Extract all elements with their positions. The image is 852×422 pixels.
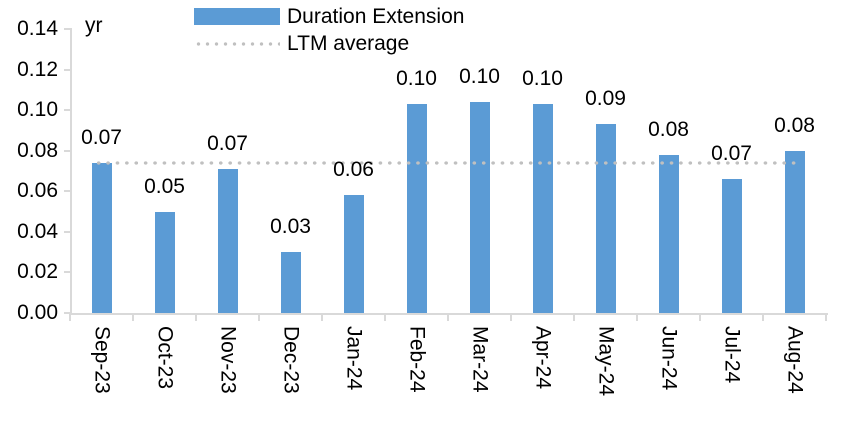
y-axis-tick-label: 0.02 [17, 260, 58, 284]
x-axis-category-label: Jan-24 [342, 326, 366, 391]
x-axis-tick [195, 313, 197, 321]
x-axis-tick [69, 313, 71, 321]
y-axis-tick [64, 190, 71, 193]
bar-series-swatch [194, 8, 280, 25]
bar [280, 252, 301, 313]
legend: Duration Extension LTM average [194, 3, 464, 57]
data-label: 0.05 [144, 174, 185, 198]
x-axis-tick [510, 313, 512, 321]
x-axis-category-label: Jul-24 [720, 326, 744, 384]
data-label: 0.10 [459, 65, 500, 89]
x-axis-category-label: Nov-23 [216, 326, 240, 394]
legend-item-ltm-average: LTM average [194, 30, 464, 57]
x-axis-category-label: Dec-23 [279, 326, 303, 394]
y-axis-tick [64, 230, 71, 233]
x-axis-tick [636, 313, 638, 321]
legend-label-duration-extension: Duration Extension [287, 4, 465, 28]
y-axis-tick-label: 0.10 [17, 98, 58, 122]
bar [91, 162, 112, 313]
x-axis-category-label: Aug-24 [783, 326, 807, 394]
x-axis-category-label: Jun-24 [657, 326, 681, 391]
y-axis-tick-label: 0.00 [17, 301, 58, 324]
x-axis-category-label: Mar-24 [468, 326, 492, 393]
bar [469, 102, 490, 313]
y-axis-tick [64, 149, 71, 152]
bar [217, 168, 238, 313]
y-axis-tick-label: 0.14 [17, 17, 58, 40]
x-axis-tick [258, 313, 260, 321]
data-label: 0.07 [207, 131, 248, 155]
bar [154, 211, 175, 313]
bar [343, 195, 364, 313]
data-label: 0.07 [711, 142, 752, 166]
bar [406, 104, 427, 313]
x-axis-category-label: Sep-23 [90, 326, 114, 394]
x-axis-tick [699, 313, 701, 321]
y-axis-tick-label: 0.08 [17, 138, 58, 162]
y-axis-tick [64, 312, 71, 314]
x-axis-tick [825, 313, 827, 321]
bar [595, 124, 616, 313]
y-axis-line [70, 28, 72, 315]
y-axis-tick-label: 0.12 [17, 57, 58, 81]
y-axis-tick-label: 0.06 [17, 179, 58, 203]
x-axis-tick [384, 313, 386, 321]
data-label: 0.08 [648, 117, 689, 141]
y-axis-tick [64, 28, 71, 30]
data-label: 0.10 [396, 67, 437, 91]
x-axis-category-label: May-24 [594, 326, 618, 397]
legend-item-duration-extension: Duration Extension [194, 3, 464, 30]
bar [784, 150, 805, 313]
bar [721, 179, 742, 313]
x-axis-tick [132, 313, 134, 321]
y-axis-tick [64, 68, 71, 71]
y-axis-tick [64, 271, 71, 274]
data-label: 0.10 [522, 67, 563, 91]
x-axis-category-label: Oct-23 [153, 326, 177, 390]
data-label: 0.06 [333, 158, 374, 182]
x-axis-tick [762, 313, 764, 321]
data-label: 0.09 [585, 87, 626, 111]
x-axis-tick [321, 313, 323, 321]
x-axis-category-label: Apr-24 [531, 326, 555, 390]
y-axis-tick [64, 109, 71, 112]
legend-label-ltm-average: LTM average [287, 31, 410, 55]
dotted-line-swatch [194, 41, 280, 46]
data-label: 0.07 [81, 125, 122, 149]
y-axis-unit-label: yr [85, 14, 103, 37]
x-axis-line [70, 313, 828, 315]
bar [532, 104, 553, 313]
data-label: 0.08 [774, 113, 815, 137]
data-label: 0.03 [270, 215, 311, 239]
y-axis-tick-label: 0.04 [17, 219, 58, 243]
x-axis-tick [447, 313, 449, 321]
x-axis-tick [573, 313, 575, 321]
x-axis-category-label: Feb-24 [405, 326, 429, 393]
bar [658, 154, 679, 313]
ltm-average-line [94, 160, 796, 165]
